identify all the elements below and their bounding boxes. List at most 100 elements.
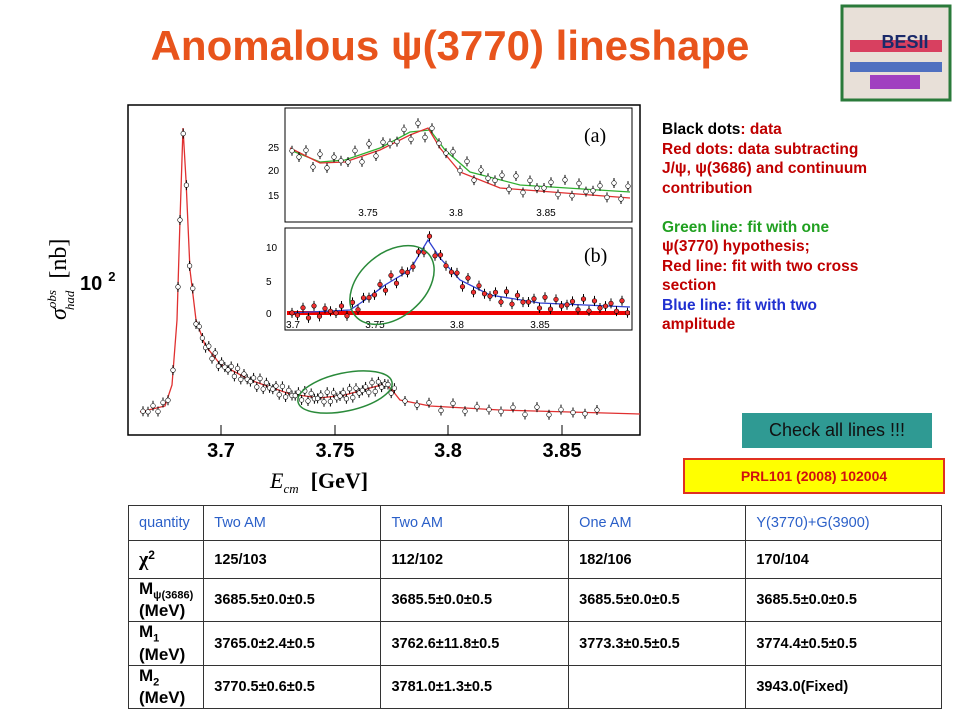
data-dot: [498, 299, 504, 305]
x-tick-label: 3.7: [207, 440, 235, 462]
y-tick-label: 10: [266, 243, 278, 254]
logo-part: [850, 40, 942, 52]
header-cell: One AM: [568, 505, 747, 541]
note-text: amplitude: [662, 316, 736, 333]
value-cell: 3770.5±0.6±0.5: [203, 664, 382, 710]
data-dot: [462, 408, 468, 414]
data-dot: [273, 383, 279, 389]
data-dot: [338, 303, 345, 309]
data-dot: [388, 272, 394, 279]
data-dot: [450, 400, 456, 406]
label-part: had: [62, 290, 77, 310]
data-dot: [279, 383, 286, 389]
note-line: ψ(3770) hypothesis;: [662, 237, 952, 257]
data-dot: [359, 159, 365, 165]
data-dot: [338, 158, 344, 164]
note-text: section: [662, 277, 717, 294]
quantity-symbol: M: [139, 622, 154, 642]
data-dot: [317, 151, 323, 157]
value-cell: 112/102: [380, 540, 570, 579]
data-dot: [254, 384, 260, 390]
table-row: Mψ(3686) (MeV) 3685.5±0.0±0.5 3685.5±0.0±0…: [127, 577, 942, 623]
data-dot: [570, 409, 576, 416]
data-dot: [499, 172, 505, 178]
data-dot: [608, 300, 614, 306]
data-dot: [527, 177, 533, 184]
data-dot: [305, 315, 312, 321]
data-dot: [542, 294, 548, 300]
legend-notes: Black dots: data Red dots: data subtracti…: [662, 120, 952, 335]
x-tick-label: 3.8: [449, 208, 463, 219]
y-tick-label: 25: [268, 143, 280, 154]
data-dot: [247, 378, 253, 385]
reference: PRL101 (2008) 102004: [683, 458, 945, 494]
data-dot: [514, 292, 521, 298]
note-line: Red dots: data subtracting: [662, 140, 952, 160]
quantity-cell: Mψ(3686) (MeV): [127, 577, 205, 623]
data-dot: [324, 389, 330, 395]
label-part: E: [269, 468, 284, 493]
data-dot: [231, 373, 237, 379]
value-cell: 3943.0(Fixed): [745, 664, 942, 710]
data-dot: [318, 392, 324, 398]
x-tick-label: 3.8: [450, 320, 464, 331]
data-dot: [414, 402, 420, 408]
quantity-symbol: χ: [139, 548, 149, 571]
note-key: Red line: [662, 257, 723, 275]
quantity-unit: (MeV): [139, 688, 186, 708]
data-dot: [337, 393, 343, 399]
data-dot: [520, 299, 526, 305]
data-dot: [591, 298, 598, 304]
data-dot: [315, 395, 321, 401]
x-tick-label: 3.85: [536, 208, 556, 219]
data-dot: [375, 379, 382, 385]
data-dot: [180, 131, 186, 137]
data-dot: [355, 307, 361, 313]
data-dot: [316, 313, 323, 319]
x-axis-label: Ecm [GeV]: [269, 468, 368, 496]
note-line: J/ψ, ψ(3686) and continuum: [662, 159, 952, 179]
plot-frame: [127, 104, 641, 436]
data-dot: [569, 298, 576, 305]
note-key: Blue line: [662, 296, 727, 314]
header-cell: Two AM: [380, 505, 570, 541]
value-cell: 3685.5±0.0±0.5: [380, 577, 570, 623]
data-dot: [474, 404, 480, 410]
data-dot: [443, 150, 449, 156]
data-dot: [401, 126, 407, 133]
quantity-sup: 2: [148, 547, 155, 562]
data-dot: [553, 296, 559, 303]
data-dot: [443, 263, 449, 269]
quantity-cell: M1 (MeV): [127, 621, 205, 666]
note-line: Blue line: fit with two: [662, 296, 952, 316]
data-dot: [611, 180, 617, 186]
data-dot: [215, 363, 221, 369]
data-dot: [340, 390, 346, 396]
value-cell: 3781.0±1.3±0.5: [380, 664, 570, 710]
data-dot: [503, 289, 510, 295]
highlight: [349, 244, 435, 326]
y-tick-label: 5: [266, 277, 272, 288]
note-text: : fit with one: [737, 218, 830, 236]
value-cell: 3762.6±11.8±0.5: [380, 621, 570, 666]
label-part: cm: [283, 481, 298, 496]
data-dot: [352, 148, 358, 154]
data-dot: [625, 183, 631, 189]
data-dot: [331, 390, 337, 396]
label-part: [GeV]: [311, 468, 368, 493]
y-tick-label: 20: [268, 166, 280, 177]
data-dot: [486, 406, 492, 413]
data-dot: [476, 283, 482, 289]
data-dot: [366, 141, 372, 147]
data-dot: [343, 396, 350, 402]
data-dot: [327, 398, 334, 405]
data-dot: [429, 125, 435, 131]
data-dot: [366, 295, 372, 301]
data-dot: [618, 196, 624, 202]
label-part: 10: [80, 273, 102, 295]
data-dot: [366, 389, 372, 395]
data-dot: [404, 269, 411, 276]
header-cell: quantity: [127, 505, 205, 541]
data-dot: [196, 323, 202, 330]
data-dot: [311, 303, 317, 309]
